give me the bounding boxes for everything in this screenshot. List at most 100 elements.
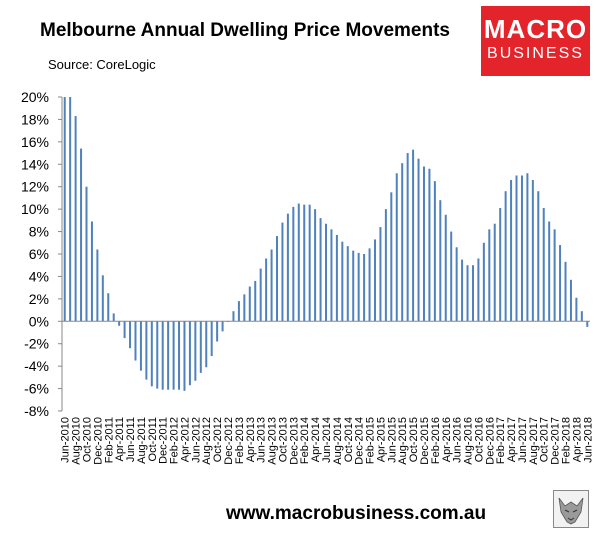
x-tick-label: Feb-2015: [365, 417, 377, 464]
x-tick-label: Oct-2011: [147, 417, 159, 461]
y-tick-label: 18%: [21, 111, 49, 127]
bar: [482, 242, 485, 322]
x-axis: Jun-2010Aug-2010Oct-2010Dec-2010Feb-2011…: [60, 320, 594, 465]
bar: [156, 321, 159, 389]
bar: [564, 261, 567, 322]
bar: [194, 321, 197, 381]
bar: [417, 158, 420, 322]
y-tick-label: 0%: [29, 313, 49, 329]
x-tick-label: Apr-2012: [179, 417, 191, 462]
x-tick-label: Apr-2017: [506, 417, 518, 462]
bar: [74, 116, 77, 322]
bar: [575, 297, 578, 322]
x-tick-label: Aug-2014: [332, 417, 344, 465]
bar: [488, 229, 491, 322]
bar: [150, 321, 153, 387]
bar: [504, 191, 507, 322]
bar: [254, 280, 257, 322]
x-tick-label: Apr-2013: [245, 417, 257, 462]
bar: [123, 321, 126, 339]
bar: [85, 186, 88, 322]
x-tick-label: Aug-2013: [267, 417, 279, 465]
bar: [118, 321, 121, 326]
bar: [373, 239, 376, 322]
x-tick-label: Jun-2018: [582, 417, 594, 463]
x-tick-label: Jun-2014: [321, 417, 333, 463]
bar: [439, 200, 442, 322]
x-tick-label: Apr-2018: [571, 417, 583, 462]
x-tick-label: Aug-2012: [201, 417, 213, 465]
x-tick-label: Apr-2011: [114, 417, 126, 461]
x-tick-label: Jun-2012: [190, 417, 202, 463]
x-tick-label: Dec-2015: [419, 417, 431, 465]
x-tick-label: Dec-2017: [550, 417, 562, 465]
x-tick-label: Feb-2018: [561, 417, 573, 464]
bar: [308, 204, 311, 322]
y-tick-label: 12%: [21, 179, 49, 195]
bar: [357, 252, 360, 322]
x-tick-label: Oct-2012: [212, 417, 224, 462]
logo-line-1: MACRO: [483, 14, 588, 44]
bar: [548, 221, 551, 322]
x-tick-label: Feb-2017: [495, 417, 507, 464]
x-tick-label: Dec-2012: [223, 417, 235, 465]
bar: [63, 97, 66, 322]
bar: [352, 250, 355, 322]
x-tick-label: Oct-2015: [408, 417, 420, 462]
bar: [335, 234, 338, 322]
x-tick-label: Feb-2016: [430, 417, 442, 464]
x-tick-label: Feb-2012: [169, 417, 181, 464]
y-tick-label: 8%: [29, 224, 49, 240]
bar: [248, 286, 251, 322]
x-tick-label: Oct-2010: [81, 417, 93, 462]
bar: [270, 249, 273, 322]
bar: [531, 179, 534, 322]
y-tick-label: 14%: [21, 156, 49, 172]
bar: [428, 168, 431, 322]
x-tick-label: Jun-2011: [125, 417, 137, 462]
bar: [188, 321, 191, 386]
bar: [172, 321, 175, 390]
bar: [325, 223, 327, 322]
footer-url[interactable]: www.macrobusiness.com.au: [226, 503, 487, 524]
bar: [243, 294, 246, 322]
bar: [259, 268, 262, 322]
bar: [96, 249, 99, 322]
x-tick-label: Feb-2014: [299, 417, 311, 464]
bar: [167, 321, 170, 390]
bar: [232, 311, 235, 322]
x-tick-label: Dec-2013: [288, 417, 300, 465]
bar: [466, 265, 469, 322]
bar: [455, 247, 458, 322]
bar: [450, 231, 453, 322]
bar: [553, 229, 556, 322]
bar: [341, 241, 344, 322]
bar: [406, 153, 409, 322]
bar: [412, 149, 415, 322]
bar: [363, 254, 366, 322]
chart-title: Melbourne Annual Dwelling Price Movement…: [40, 20, 450, 41]
bar: [542, 208, 545, 322]
bar: [183, 321, 186, 391]
bar: [237, 301, 240, 322]
bar: [216, 321, 219, 342]
bar: [112, 313, 115, 322]
bar: [80, 148, 83, 322]
bar: [314, 209, 317, 322]
x-tick-label: Jun-2013: [256, 417, 268, 463]
bar: [471, 265, 474, 322]
x-tick-label: Jun-2015: [386, 417, 398, 463]
x-tick-label: Apr-2014: [310, 417, 322, 462]
bar: [499, 208, 502, 322]
bar: [515, 175, 518, 322]
bar: [221, 321, 224, 332]
bar: [101, 275, 104, 322]
x-tick-label: Aug-2017: [528, 417, 540, 465]
y-tick-label: 6%: [29, 246, 49, 262]
bar: [210, 321, 213, 357]
macrobusiness-logo: MACRO BUSINESS: [481, 6, 590, 76]
bar: [319, 218, 322, 322]
bar: [422, 166, 425, 322]
chart-source: Source: CoreLogic: [48, 57, 156, 72]
bar: [433, 181, 436, 322]
